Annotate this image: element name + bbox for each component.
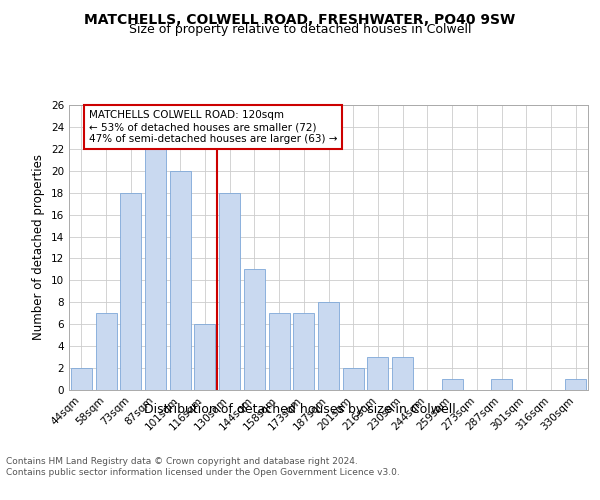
Bar [367, 357, 388, 390]
Bar [491, 379, 512, 390]
Text: Contains HM Land Registry data © Crown copyright and database right 2024.
Contai: Contains HM Land Registry data © Crown c… [6, 458, 400, 477]
Bar [71, 368, 92, 390]
Text: Distribution of detached houses by size in Colwell: Distribution of detached houses by size … [144, 402, 456, 415]
Bar [565, 379, 586, 390]
Bar [194, 324, 215, 390]
Bar [442, 379, 463, 390]
Bar [343, 368, 364, 390]
Bar [293, 314, 314, 390]
Bar [244, 270, 265, 390]
Text: MATCHELLS, COLWELL ROAD, FRESHWATER, PO40 9SW: MATCHELLS, COLWELL ROAD, FRESHWATER, PO4… [85, 12, 515, 26]
Y-axis label: Number of detached properties: Number of detached properties [32, 154, 46, 340]
Bar [170, 171, 191, 390]
Bar [392, 357, 413, 390]
Bar [219, 192, 240, 390]
Bar [120, 192, 141, 390]
Bar [95, 314, 116, 390]
Bar [318, 302, 339, 390]
Text: Size of property relative to detached houses in Colwell: Size of property relative to detached ho… [129, 22, 471, 36]
Text: MATCHELLS COLWELL ROAD: 120sqm
← 53% of detached houses are smaller (72)
47% of : MATCHELLS COLWELL ROAD: 120sqm ← 53% of … [89, 110, 337, 144]
Bar [269, 314, 290, 390]
Bar [145, 149, 166, 390]
